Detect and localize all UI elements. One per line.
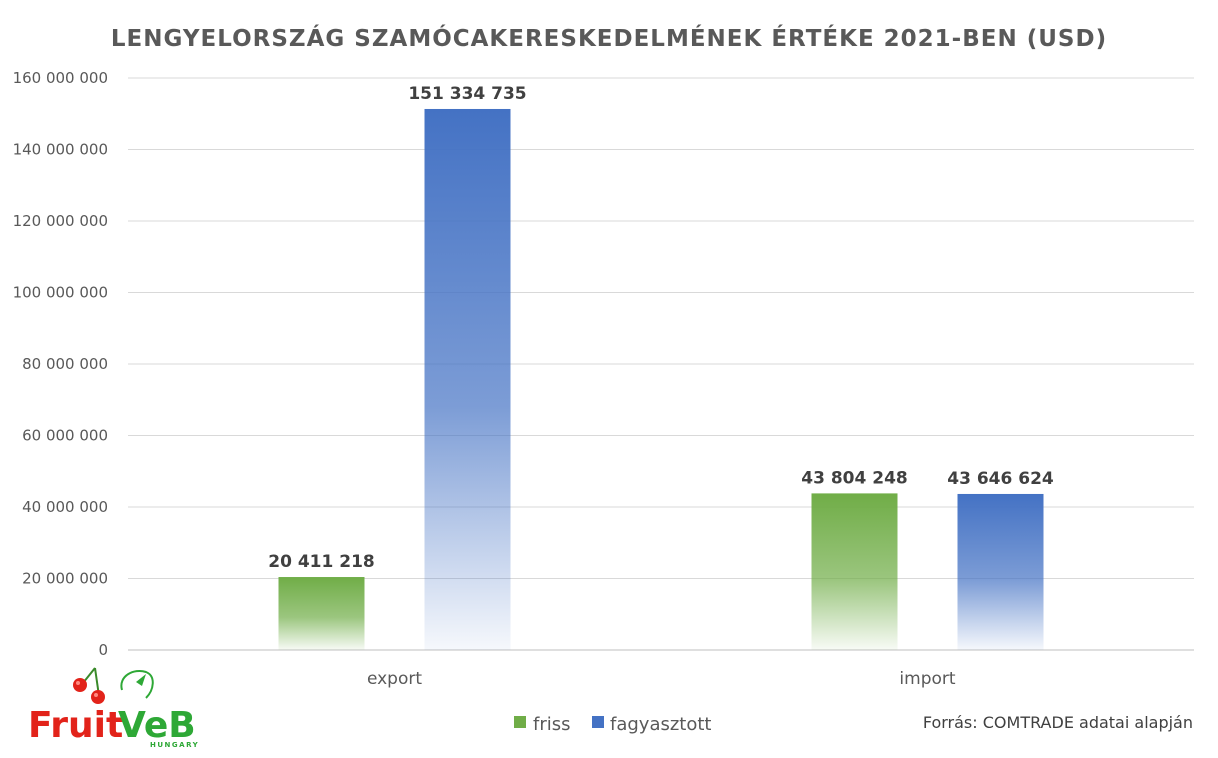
data-label-friss-export: 20 411 218 [268, 552, 374, 572]
y-tick-label: 40 000 000 [22, 498, 108, 516]
cherry-icon [73, 678, 87, 692]
source-note: Forrás: COMTRADE adatai alapján [923, 713, 1193, 732]
legend-swatch-friss [514, 716, 526, 728]
bar-fagyasztott-export [424, 108, 511, 650]
y-tick-label: 100 000 000 [13, 284, 108, 302]
legend-swatch-fagyasztott [592, 716, 604, 728]
fruitveb-logo: Fruit VeB HUNGARY [28, 667, 199, 749]
y-tick-label: 160 000 000 [13, 69, 108, 87]
cherry-icon [91, 690, 105, 704]
bar-fagyasztott-import [957, 493, 1044, 650]
bar-friss-export [278, 577, 365, 650]
leaf-icon [120, 670, 154, 699]
data-labels: 20 411 218 151 334 735 43 804 248 43 646 62… [268, 84, 1054, 572]
y-tick-label: 140 000 000 [13, 141, 108, 159]
chart-title: LENGYELORSZÁG SZAMÓCAKERESKEDELMÉNEK ÉRT… [111, 24, 1107, 52]
bars [278, 108, 1044, 650]
y-tick-label: 60 000 000 [22, 427, 108, 445]
category-label-import: import [899, 669, 955, 689]
bar-friss-import [811, 493, 898, 650]
y-tick-label: 120 000 000 [13, 212, 108, 230]
logo-text-hungary: HUNGARY [150, 741, 199, 749]
legend-label-fagyasztott: fagyasztott [610, 714, 712, 735]
y-tick-label: 20 000 000 [22, 570, 108, 588]
y-axis-tick-labels: 0 20 000 000 40 000 000 60 000 000 80 000 00… [13, 69, 108, 659]
data-label-friss-import: 43 804 248 [801, 468, 907, 488]
legend-label-friss: friss [533, 714, 571, 735]
logo-text-fruit: Fruit [28, 705, 123, 746]
x-axis-category-labels: export import [367, 669, 956, 689]
logo-text-veb: VeB [118, 705, 196, 746]
legend: friss fagyasztott [514, 714, 712, 735]
y-tick-label: 80 000 000 [22, 355, 108, 373]
category-label-export: export [367, 669, 422, 689]
y-tick-label: 0 [98, 641, 108, 659]
data-label-fagyasztott-import: 43 646 624 [947, 469, 1054, 489]
data-label-fagyasztott-export: 151 334 735 [408, 84, 526, 104]
